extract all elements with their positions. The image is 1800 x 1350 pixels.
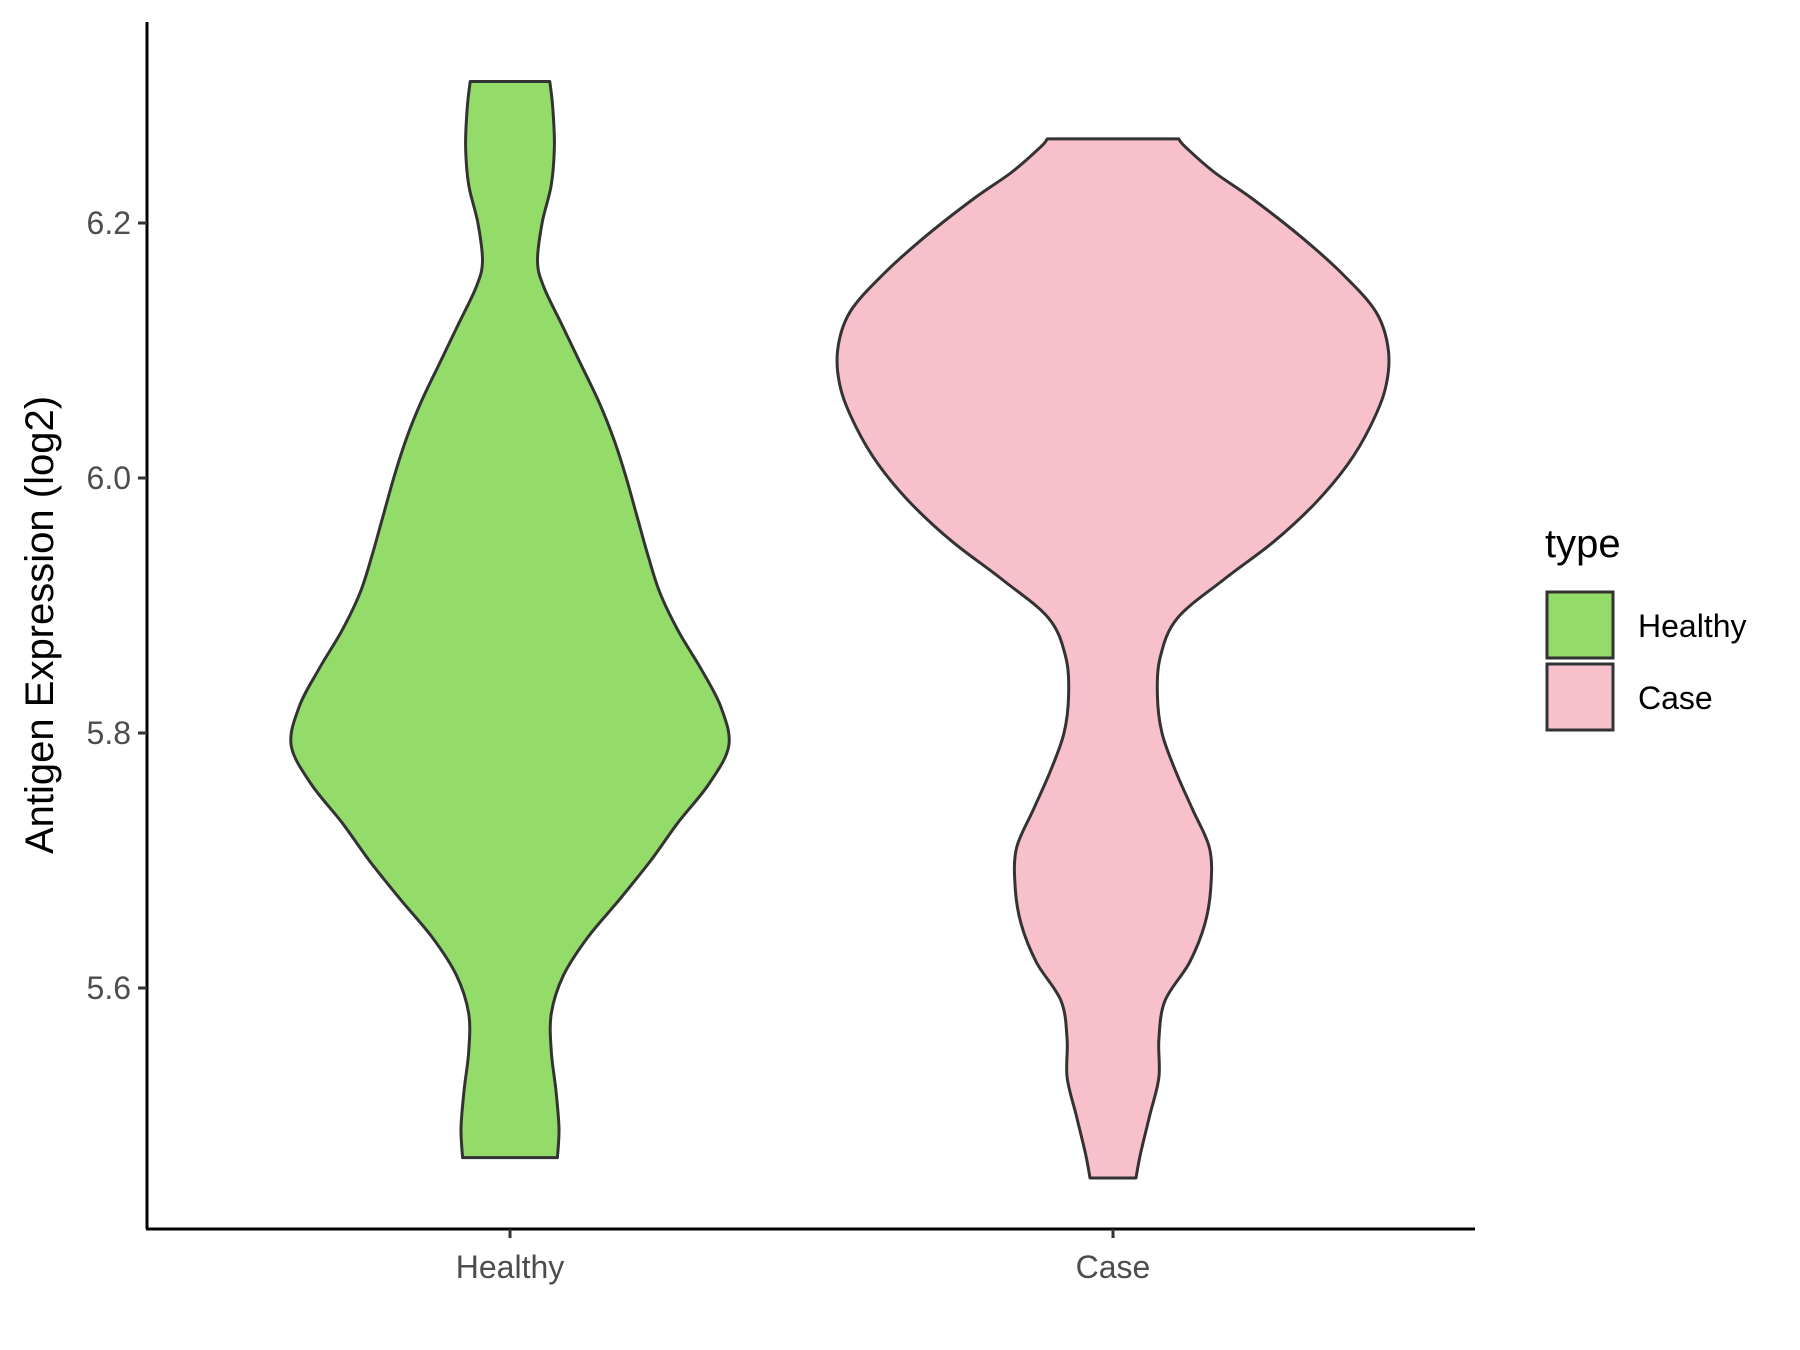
- y-tick-label: 6.2: [87, 205, 131, 241]
- x-tick-label: Case: [1076, 1249, 1151, 1285]
- violins-layer: [289, 80, 1391, 1180]
- legend: type Healthy Case: [1545, 522, 1747, 732]
- legend-swatch-case: [1545, 662, 1615, 732]
- legend-items: Healthy Case: [1545, 590, 1747, 732]
- violin-case: [835, 137, 1391, 1180]
- legend-title: type: [1545, 522, 1621, 566]
- legend-label-case: Case: [1638, 680, 1713, 716]
- y-ticks: 5.6 5.8 6.0 6.2: [87, 205, 147, 1006]
- x-tick-label: Healthy: [456, 1249, 565, 1285]
- y-tick-label: 5.8: [87, 715, 131, 751]
- x-ticks: Healthy Case: [456, 1229, 1151, 1285]
- legend-swatch-healthy: [1545, 590, 1615, 660]
- y-axis-title: Antigen Expression (log2): [18, 396, 62, 854]
- y-tick-label: 5.6: [87, 970, 131, 1006]
- y-tick-label: 6.0: [87, 460, 131, 496]
- legend-label-healthy: Healthy: [1638, 608, 1747, 644]
- violin-healthy: [289, 80, 731, 1160]
